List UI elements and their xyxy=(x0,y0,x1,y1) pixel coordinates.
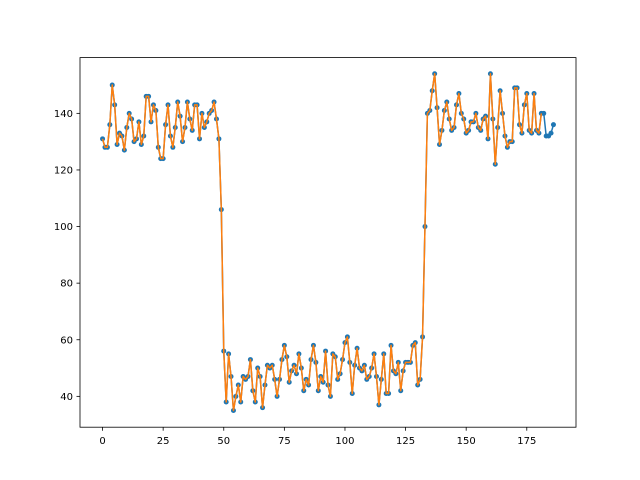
x-tick-label: 25 xyxy=(157,436,170,447)
x-tick-label: 50 xyxy=(217,436,230,447)
x-tick-label: 0 xyxy=(99,436,105,447)
x-tick-label: 75 xyxy=(278,436,291,447)
x-tick-label: 100 xyxy=(335,436,354,447)
y-tick-label: 140 xyxy=(54,109,73,120)
series-line xyxy=(101,72,543,412)
x-tick-label: 125 xyxy=(396,436,415,447)
y-tick-label: 40 xyxy=(60,392,73,403)
y-tick-label: 120 xyxy=(54,165,73,176)
point xyxy=(541,110,547,116)
point xyxy=(550,122,556,128)
x-tick-label: 175 xyxy=(517,436,536,447)
point xyxy=(548,130,554,136)
y-tick-label: 80 xyxy=(60,279,73,290)
y-tick-label: 100 xyxy=(54,222,73,233)
x-tick-label: 150 xyxy=(457,436,476,447)
y-tick-label: 60 xyxy=(60,335,73,346)
plot-frame xyxy=(79,57,577,428)
